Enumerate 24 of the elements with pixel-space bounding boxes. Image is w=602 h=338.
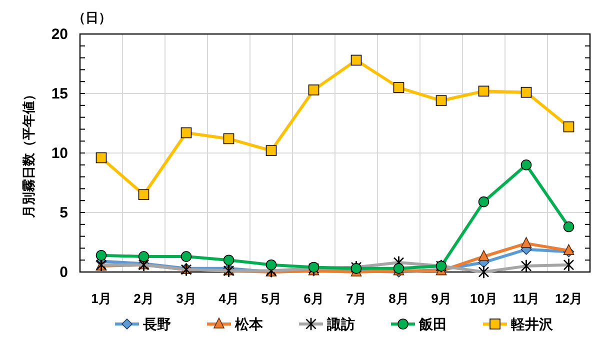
x-tick-label: 8月 <box>388 291 409 306</box>
y-tick-label: 0 <box>60 264 68 281</box>
x-tick-label: 11月 <box>512 291 540 306</box>
x-tick-label: 5月 <box>261 291 282 306</box>
y-tick-label: 5 <box>60 204 68 222</box>
x-tick-label: 4月 <box>218 291 239 306</box>
x-tick-label: 1月 <box>91 291 112 306</box>
x-tick-label: 2月 <box>134 291 154 306</box>
x-tick-label: 6月 <box>304 291 324 306</box>
y-tick-label: 10 <box>51 145 68 162</box>
x-tick-label: 3月 <box>176 291 196 306</box>
text: （日） <box>72 10 112 25</box>
legend-label: 松本 <box>234 316 264 332</box>
x-tick-label: 9月 <box>431 291 452 306</box>
y-axis-title: 月別霧日数（平年値） <box>21 88 36 219</box>
legend-label: 飯田 <box>418 316 447 332</box>
legend-label: 軽井沢 <box>510 316 554 332</box>
x-tick-label: 7月 <box>346 291 366 306</box>
legend-label: 諏訪 <box>326 316 355 332</box>
y-tick-label: 15 <box>51 86 68 102</box>
legend-label: 長野 <box>142 316 171 332</box>
x-tick-label: 10月 <box>470 291 498 306</box>
y-tick-label: 20 <box>51 26 68 43</box>
x-tick-label: 12月 <box>555 291 582 306</box>
